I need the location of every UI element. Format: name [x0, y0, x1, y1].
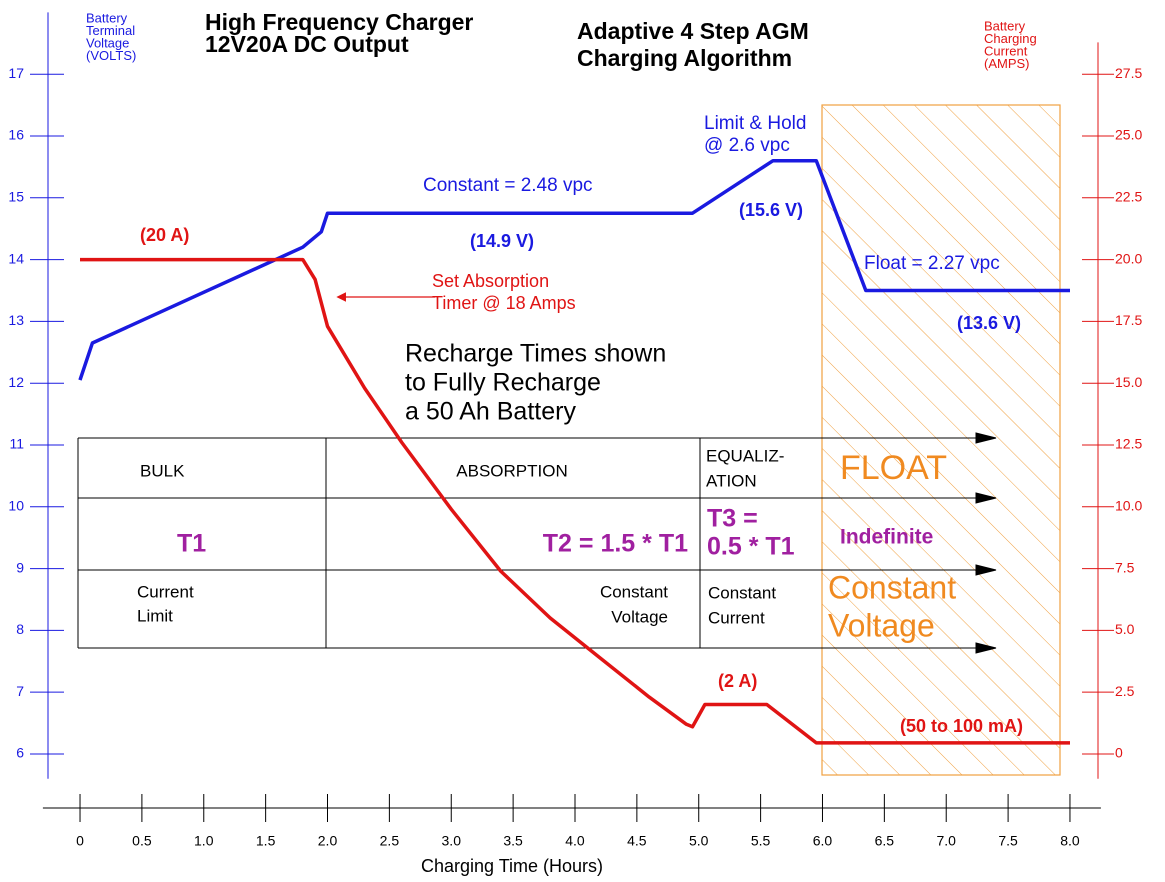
x-tick-label: 7.0 [936, 833, 956, 849]
annotation: (20 A) [140, 225, 189, 245]
x-tick-label: 6.0 [813, 833, 833, 849]
y-tick-label: 12 [8, 374, 24, 390]
table-cell: Indefinite [840, 526, 933, 549]
y2-tick-label: 10.0 [1115, 497, 1142, 513]
table-cell: Voltage [828, 607, 935, 643]
x-tick-label: 5.5 [751, 833, 771, 849]
x-tick-label: 2.5 [380, 833, 400, 849]
y-tick-label: 15 [8, 188, 24, 204]
table-cell: ATION [706, 471, 757, 490]
table-arrow [975, 432, 997, 444]
y-tick-label: 6 [16, 745, 24, 761]
series-line [80, 257, 1070, 745]
table-cell: ABSORPTION [456, 461, 567, 480]
y2-tick-label: 17.5 [1115, 312, 1142, 328]
y-tick-label: 7 [16, 683, 24, 699]
table-arrow [975, 492, 997, 504]
x-axis-label: Charging Time (Hours) [421, 856, 603, 876]
table-cell: FLOAT [840, 449, 947, 487]
y2-axis-label: Battery [984, 18, 1026, 33]
table-cell: Constant [828, 569, 956, 605]
y-tick-label: 17 [8, 65, 24, 81]
table-cell: Limit [137, 606, 173, 625]
x-tick-label: 1.5 [256, 833, 276, 849]
annotation: @ 2.6 vpc [704, 135, 790, 156]
y2-tick-label: 12.5 [1115, 436, 1142, 452]
y-tick-label: 16 [8, 127, 24, 143]
table-cell: 0.5 * T1 [707, 533, 795, 561]
table-arrow [975, 642, 997, 654]
table-cell: BULK [140, 461, 185, 480]
y2-tick-label: 0 [1115, 745, 1123, 761]
phase-table [77, 432, 997, 654]
float-hatch [821, 104, 1061, 776]
chart-subtitle: Adaptive 4 Step AGM [577, 18, 809, 44]
annotation: (15.6 V) [739, 200, 803, 220]
x-tick-label: 2.0 [318, 833, 338, 849]
table-cell: T2 = 1.5 * T1 [543, 530, 688, 558]
annotation: Set Absorption [432, 271, 549, 291]
y2-tick-label: 5.0 [1115, 621, 1135, 637]
y-tick-label: 13 [8, 312, 24, 328]
table-cell: Constant [600, 582, 668, 601]
annotation: Limit & Hold [704, 113, 806, 134]
y2-axis-label: (AMPS) [984, 56, 1030, 71]
x-tick-label: 4.5 [627, 833, 647, 849]
y-axis-label: (VOLTS) [86, 48, 136, 63]
table-cell: EQUALIZ- [706, 446, 784, 465]
table-arrow [975, 564, 997, 576]
series-line [78, 158, 1070, 381]
x-tick-label: 1.0 [194, 833, 214, 849]
table-cell: T1 [177, 530, 206, 558]
x-tick-label: 0 [76, 833, 84, 849]
x-tick-label: 0.5 [132, 833, 152, 849]
y2-tick-label: 22.5 [1115, 188, 1142, 204]
y-tick-label: 14 [8, 250, 24, 266]
annotation: (14.9 V) [470, 231, 534, 251]
annotation: (2 A) [718, 671, 757, 691]
annotation: (50 to 100 mA) [900, 716, 1023, 736]
y2-tick-label: 27.5 [1115, 65, 1142, 81]
annotation: to Fully Recharge [405, 369, 601, 397]
annotation: Timer @ 18 Amps [432, 293, 576, 313]
y-axis-label: Terminal [86, 23, 135, 38]
chart-subtitle: Charging Algorithm [577, 45, 792, 71]
y2-tick-label: 2.5 [1115, 683, 1135, 699]
x-tick-label: 6.5 [875, 833, 895, 849]
y-tick-label: 9 [16, 559, 24, 575]
y-tick-label: 8 [16, 621, 24, 637]
annotation: a 50 Ah Battery [405, 398, 576, 426]
annotation: Recharge Times shown [405, 340, 666, 368]
y2-tick-label: 7.5 [1115, 559, 1135, 575]
annotation: Constant = 2.48 vpc [423, 175, 593, 196]
y2-tick-label: 20.0 [1115, 250, 1142, 266]
y-axis-label: Voltage [86, 35, 129, 50]
x-tick-label: 3.0 [442, 833, 462, 849]
x-tick-label: 5.0 [689, 833, 709, 849]
table-cell: Constant [708, 583, 776, 602]
chart-title: High Frequency Charger [205, 9, 473, 35]
float-region [821, 104, 1061, 776]
annotation: (13.6 V) [957, 313, 1021, 333]
table-cell: Current [708, 608, 765, 627]
annotation: Float = 2.27 vpc [864, 253, 1000, 274]
x-tick-label: 4.0 [565, 833, 585, 849]
table-cell: Current [137, 582, 194, 601]
x-tick-label: 7.5 [998, 833, 1018, 849]
y-tick-label: 11 [9, 436, 24, 452]
x-tick-label: 3.5 [503, 833, 523, 849]
table-cell: Voltage [611, 607, 668, 626]
y2-axis-label: Current [984, 43, 1028, 58]
y2-tick-label: 15.0 [1115, 374, 1142, 390]
y2-axis-label: Charging [984, 31, 1037, 46]
x-tick-label: 8.0 [1060, 833, 1080, 849]
table-cell: T3 = [707, 505, 758, 533]
chart-title: 12V20A DC Output [205, 31, 409, 57]
y-tick-label: 10 [8, 497, 24, 513]
y-axis-label: Battery [86, 10, 128, 25]
y2-tick-label: 25.0 [1115, 127, 1142, 143]
